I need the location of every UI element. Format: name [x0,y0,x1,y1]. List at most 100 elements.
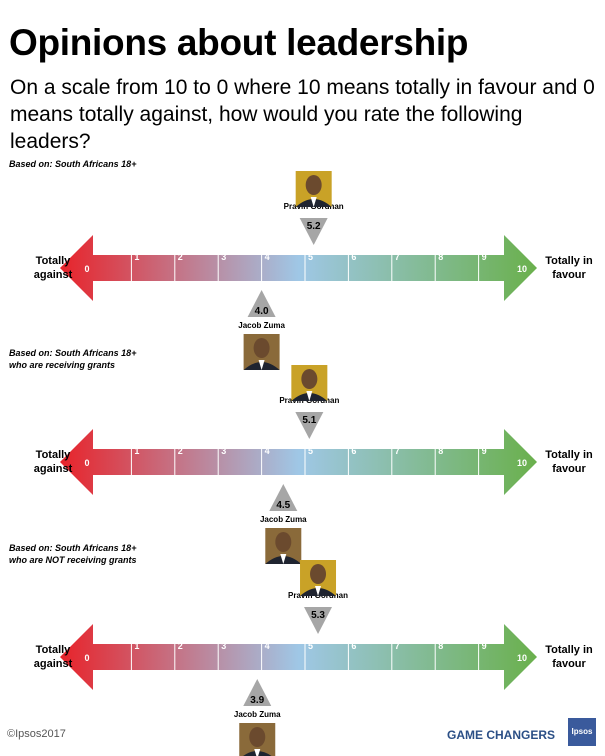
based-on-line: Based on: South Africans 18+ [9,159,137,169]
value-label: 3.9 [250,695,264,706]
based-on-line: who are NOT receiving grants [9,555,137,565]
left-end-label-line: Totally [36,255,72,267]
portrait-photo-icon [295,171,332,207]
value-label: 5.3 [311,610,325,621]
scale-panel: 0 1 2 3 4 5 6 7 8 9 10 Totally against Totally in favo… [34,171,593,370]
person-name: Jacob Zuma [238,321,285,330]
portrait-photo-icon [239,723,276,756]
ipsos-logo: Ipsos [568,718,596,746]
survey-question: On a scale from 10 to 0 where 10 means t… [10,76,595,153]
left-end-label: Totally against [34,255,73,281]
scale-tick-label: 8 [438,641,443,651]
scale-tick-label: 4 [265,641,270,651]
scale-tick-label: 9 [482,641,487,651]
scale-tick-label: 0 [84,458,89,468]
scale-tick-label: 1 [134,252,139,262]
copyright-text: ©Ipsos2017 [7,728,66,740]
portrait-shirt [315,586,322,596]
marker-above: 5.1Pravin Gordhan [279,365,339,439]
value-label: 5.1 [302,415,316,426]
scale-tick-label: 10 [517,458,527,468]
scale-tick-label: 3 [221,446,226,456]
value-marker [243,679,272,706]
marker-below: 4.5 Jacob Zuma [260,484,307,564]
portrait-photo-icon [265,528,302,564]
scale-arrow [60,624,537,690]
portrait-shirt [280,554,287,564]
scale-tick-label: 1 [134,446,139,456]
scale-tick-label: 9 [482,446,487,456]
portrait-head [249,727,266,747]
scale-tick-label: 5 [308,252,313,262]
value-marker [299,218,328,245]
scale-tick-label: 9 [482,252,487,262]
portrait-head [253,338,270,358]
scale-tick-label: 6 [351,252,356,262]
portrait-photo-icon [291,365,328,401]
marker-above: 5.2Pravin Gordhan [284,171,344,245]
scale-tick-label: 3 [221,641,226,651]
left-end-label: Totally against [34,449,73,475]
scale-arrow [60,429,537,495]
scale-tick-label: 0 [84,264,89,274]
portrait-shirt [306,391,313,401]
right-end-label-line: Totally in [545,255,593,267]
right-end-label-line: favour [552,269,586,281]
portrait-shirt [258,360,265,370]
scale-tick-label: 7 [395,641,400,651]
left-end-label-line: against [34,658,73,670]
scale-tick-label: 6 [351,446,356,456]
marker-below: 4.0 Jacob Zuma [238,290,285,370]
game-changers-tagline: GAME CHANGERS [447,728,556,742]
scale-tick-label: 5 [308,446,313,456]
scale-tick-label: 6 [351,641,356,651]
value-marker [295,412,324,439]
scale-tick-label: 5 [308,641,313,651]
person-name: Jacob Zuma [234,710,281,719]
left-end-label-line: against [34,269,73,281]
portrait-head [305,175,322,195]
person-name: Jacob Zuma [260,515,307,524]
scale-tick-label: 1 [134,641,139,651]
scale-tick-label: 0 [84,653,89,663]
scale-tick-label: 4 [265,252,270,262]
right-end-label-line: favour [552,463,586,475]
scale-tick-label: 8 [438,252,443,262]
scale-tick-label: 4 [265,446,270,456]
value-marker [247,290,276,317]
portrait-head [301,369,318,389]
based-on-note-1: Based on: South Africans 18+ [9,158,136,170]
scale-tick-label: 3 [221,252,226,262]
right-end-label: Totally in favour [545,255,593,281]
right-end-label-line: favour [552,658,586,670]
scale-panel: 0 1 2 3 4 5 6 7 8 9 10 Totally against Totally in favo… [34,365,593,564]
marker-above: 5.3Pravin Gordhan [288,560,348,634]
scale-tick-label: 2 [178,446,183,456]
left-end-label-line: Totally [36,644,72,656]
right-end-label-line: Totally in [545,644,593,656]
left-end-label: Totally against [34,644,73,670]
based-on-line: Based on: South Africans 18+ [9,543,137,553]
scale-arrow [60,235,537,301]
value-label: 4.5 [276,500,290,511]
based-on-line: who are receiving grants [9,360,116,370]
based-on-note-3: Based on: South Africans 18+ who are NOT… [9,542,137,566]
right-end-label: Totally in favour [545,644,593,670]
based-on-note-2: Based on: South Africans 18+ who are rec… [9,347,136,371]
portrait-head [275,532,292,552]
scale-tick-label: 7 [395,252,400,262]
scale-tick-label: 8 [438,446,443,456]
scale-tick-label: 7 [395,446,400,456]
portrait-shirt [310,197,317,207]
portrait-photo-icon [300,560,337,596]
value-label: 4.0 [255,306,269,317]
left-end-label-line: Totally [36,449,72,461]
based-on-line: Based on: South Africans 18+ [9,348,137,358]
scale-panel: 0 1 2 3 4 5 6 7 8 9 10 Totally against Totally in favo… [34,560,593,756]
scale-tick-label: 10 [517,264,527,274]
page-title: Opinions about leadership [9,22,469,63]
value-marker [269,484,298,511]
value-label: 5.2 [307,221,321,232]
scale-tick-label: 2 [178,641,183,651]
